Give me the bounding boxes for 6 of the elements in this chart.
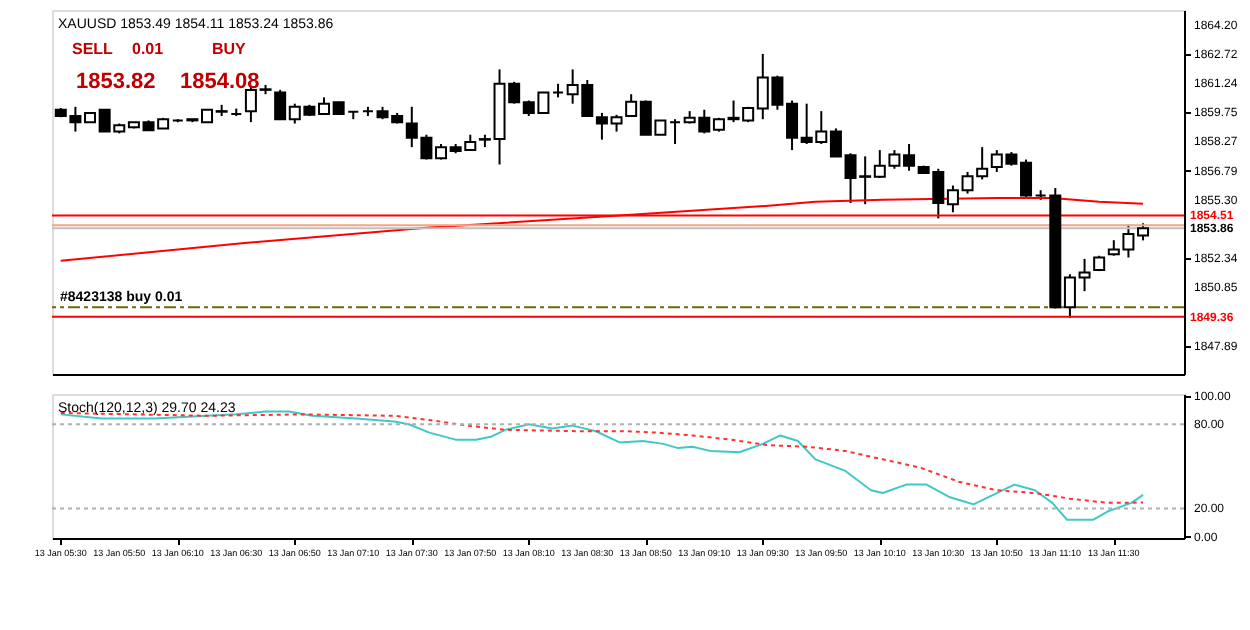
annotation: SELL — [72, 40, 114, 58]
candlestick — [669, 118, 682, 145]
annotation: 0.01 — [132, 40, 165, 58]
annotation: BUY — [212, 40, 248, 58]
annotation: 1853.82 — [76, 70, 156, 94]
annotation: 1854.08 — [180, 70, 260, 94]
